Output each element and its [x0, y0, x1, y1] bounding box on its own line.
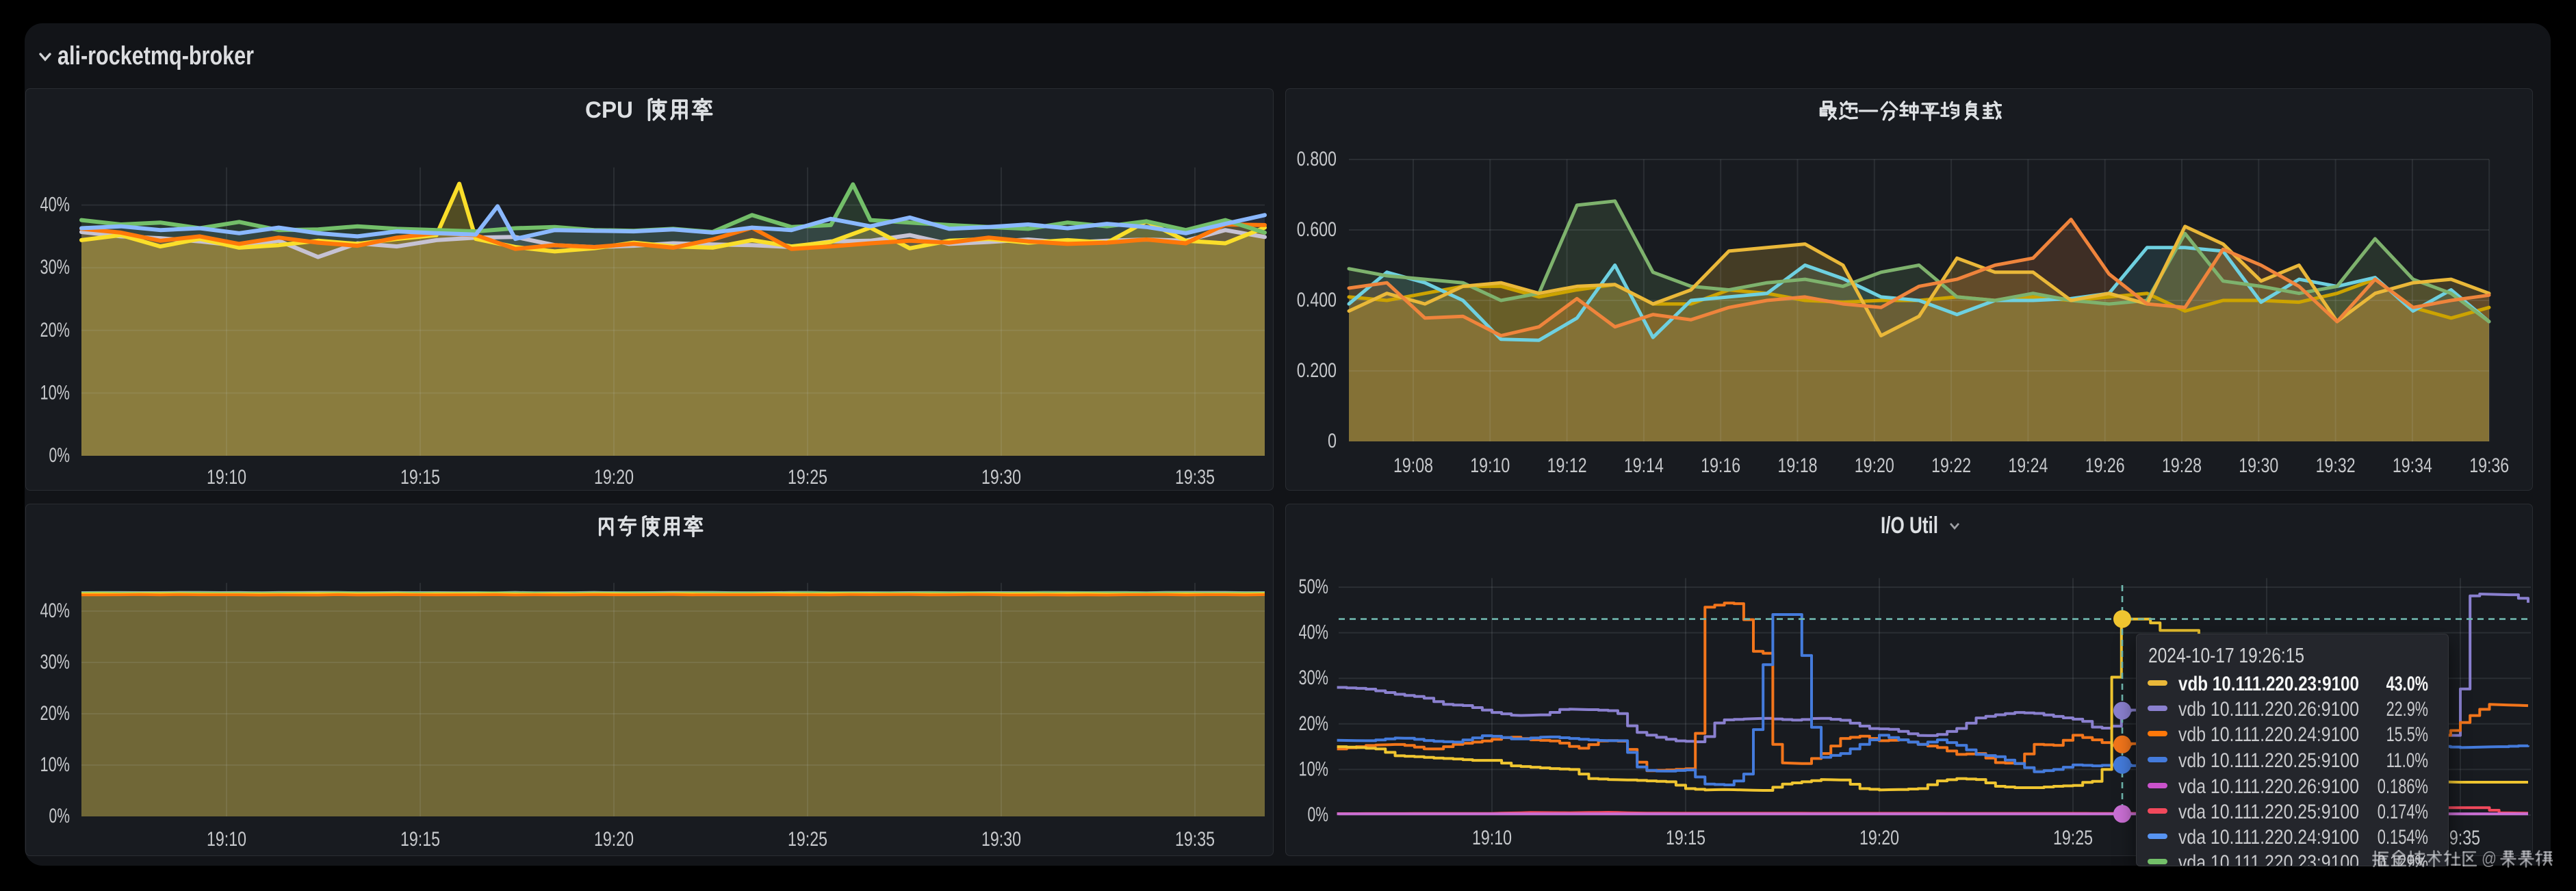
svg-text:30%: 30%: [40, 651, 70, 673]
svg-text:vdb 10.111.220.24:9100: vdb 10.111.220.24:9100: [2178, 723, 2359, 746]
svg-text:19:30: 19:30: [981, 828, 1021, 851]
svg-text:19:20: 19:20: [1859, 827, 1899, 849]
svg-text:0.154%: 0.154%: [2378, 826, 2428, 849]
svg-text:19:28: 19:28: [2162, 454, 2202, 477]
svg-text:vda 10.111.220.25:9100: vda 10.111.220.25:9100: [2178, 801, 2359, 823]
svg-text:10%: 10%: [1299, 758, 1329, 780]
svg-text:19:25: 19:25: [788, 466, 827, 489]
svg-text:@: @: [2482, 850, 2497, 868]
svg-text:19:20: 19:20: [594, 828, 634, 851]
svg-text:19:10: 19:10: [1470, 454, 1510, 477]
svg-text:19:14: 19:14: [1624, 454, 1664, 477]
svg-text:19:12: 19:12: [1547, 454, 1587, 477]
svg-text:ali-rocketmq-broker: ali-rocketmq-broker: [57, 42, 254, 70]
svg-text:19:32: 19:32: [2316, 454, 2356, 477]
svg-text:19:18: 19:18: [1778, 454, 1818, 477]
svg-text:19:15: 19:15: [1666, 827, 1705, 849]
svg-text:0.600: 0.600: [1297, 218, 1337, 241]
svg-text:0.200: 0.200: [1297, 359, 1337, 382]
svg-text:19:30: 19:30: [2239, 454, 2278, 477]
svg-text:19:34: 19:34: [2393, 454, 2432, 477]
svg-text:19:25: 19:25: [788, 828, 827, 851]
svg-text:vda 10.111.220.23:9100: vda 10.111.220.23:9100: [2178, 851, 2359, 866]
svg-text:19:35: 19:35: [1175, 828, 1215, 851]
svg-text:vdb 10.111.220.26:9100: vdb 10.111.220.26:9100: [2178, 698, 2359, 721]
svg-text:19:25: 19:25: [2053, 827, 2093, 849]
svg-text:15.5%: 15.5%: [2386, 723, 2428, 746]
svg-text:40%: 40%: [40, 194, 70, 216]
svg-text:50%: 50%: [1299, 576, 1329, 598]
svg-text:10%: 10%: [40, 753, 70, 776]
svg-text:11.0%: 11.0%: [2386, 749, 2428, 772]
svg-text:vda 10.111.220.24:9100: vda 10.111.220.24:9100: [2178, 826, 2359, 849]
svg-text:40%: 40%: [40, 599, 70, 622]
svg-text:19:22: 19:22: [1931, 454, 1971, 477]
svg-text:19:16: 19:16: [1701, 454, 1740, 477]
svg-text:19:10: 19:10: [207, 828, 246, 851]
svg-text:20%: 20%: [40, 702, 70, 725]
svg-text:19:15: 19:15: [400, 828, 440, 851]
svg-text:19:20: 19:20: [1855, 454, 1894, 477]
svg-text:19:08: 19:08: [1393, 454, 1433, 477]
svg-text:22.9%: 22.9%: [2386, 698, 2428, 721]
svg-text:19:20: 19:20: [594, 466, 634, 489]
svg-text:0.186%: 0.186%: [2378, 775, 2428, 798]
svg-text:30%: 30%: [1299, 667, 1329, 689]
svg-text:0%: 0%: [1308, 803, 1329, 826]
svg-text:43.0%: 43.0%: [2386, 673, 2428, 695]
svg-text:19:10: 19:10: [207, 466, 246, 489]
svg-text:vdb 10.111.220.23:9100: vdb 10.111.220.23:9100: [2178, 673, 2359, 695]
svg-text:19:26: 19:26: [2085, 454, 2125, 477]
svg-text:19:35: 19:35: [1175, 466, 1215, 489]
svg-text:19:30: 19:30: [981, 466, 1021, 489]
svg-text:19:36: 19:36: [2469, 454, 2509, 477]
svg-text:2024-10-17 19:26:15: 2024-10-17 19:26:15: [2148, 643, 2304, 667]
svg-text:20%: 20%: [40, 319, 70, 341]
svg-text:0%: 0%: [49, 805, 70, 827]
svg-text:19:24: 19:24: [2008, 454, 2048, 477]
svg-text:19:15: 19:15: [400, 466, 440, 489]
svg-text:20%: 20%: [1299, 712, 1329, 735]
svg-text:vda 10.111.220.26:9100: vda 10.111.220.26:9100: [2178, 775, 2359, 798]
svg-text:30%: 30%: [40, 256, 70, 279]
svg-text:0.174%: 0.174%: [2378, 801, 2428, 823]
svg-text:0.800: 0.800: [1297, 148, 1337, 170]
svg-text:10%: 10%: [40, 381, 70, 404]
svg-text:I/O Util: I/O Util: [1881, 515, 1938, 538]
svg-text:0: 0: [1328, 430, 1337, 452]
svg-text:40%: 40%: [1299, 621, 1329, 644]
svg-text:0%: 0%: [49, 444, 70, 467]
svg-text:0.400: 0.400: [1297, 289, 1337, 311]
svg-text:19:10: 19:10: [1472, 827, 1512, 849]
svg-text:vdb 10.111.220.25:9100: vdb 10.111.220.25:9100: [2178, 749, 2359, 772]
svg-text:CPU: CPU: [585, 99, 633, 122]
